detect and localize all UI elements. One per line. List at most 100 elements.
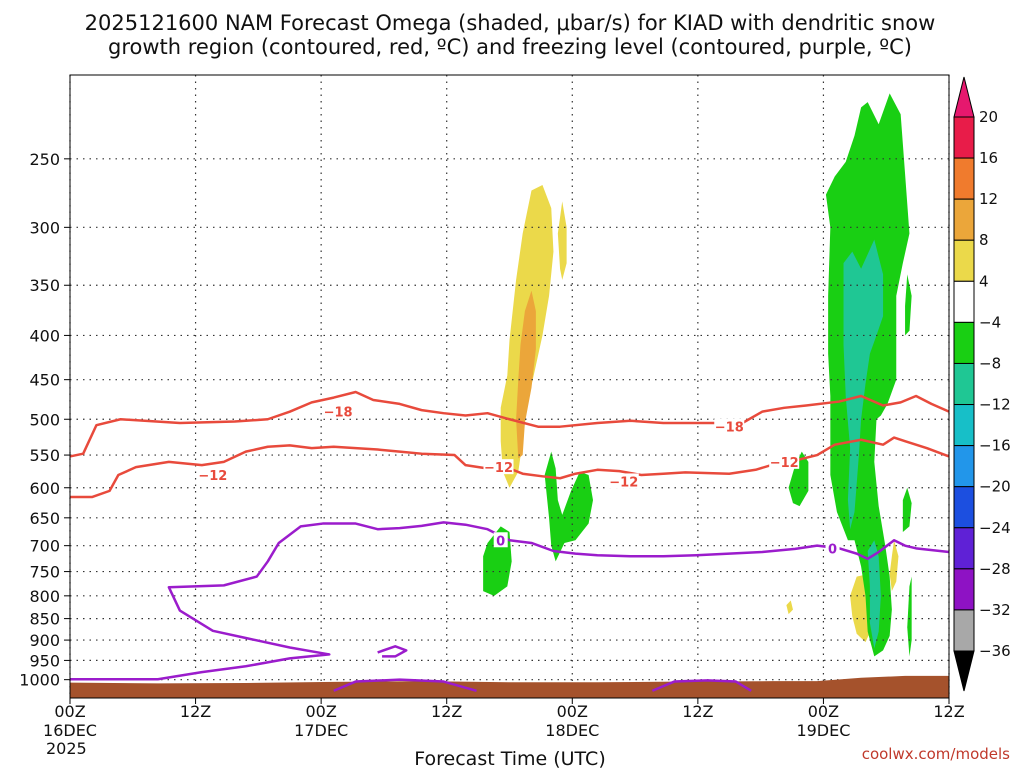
dgz-minus12-label-bg-0	[197, 467, 228, 483]
dgz-minus12-label-0: −12	[198, 469, 227, 484]
colorbar-swatch-11	[953, 568, 975, 611]
dgz-minus12	[70, 436, 950, 499]
y-tick-label-700: 700	[29, 537, 60, 556]
colorbar-swatch-3	[953, 239, 975, 282]
y-axis: 250 300 350 400 450 500 550 600 650 700 750 800 850 9…	[19, 150, 70, 690]
colorbar-swatch-5	[953, 321, 975, 364]
x-tick-year-0: 2025	[46, 739, 87, 758]
colorbar-swatch-6	[953, 362, 975, 406]
sinking-motion-teal-2	[867, 540, 881, 649]
chart-title-line-2: growth region (contoured, red, ºC) and f…	[108, 35, 912, 59]
y-tick-label-850: 850	[29, 610, 60, 629]
ground-surface	[70, 675, 949, 698]
x-axis-label: Forecast Time (UTC)	[414, 748, 605, 768]
dgz-minus18-label-bg-1	[714, 418, 745, 434]
colorbar-label-1: 16	[979, 149, 998, 167]
y-tick-label-550: 550	[29, 446, 60, 465]
x-tick-time-12: 12Z	[180, 702, 211, 721]
chart-title-line-1: 2025121600 NAM Forecast Omega (shaded, μ…	[85, 11, 936, 35]
x-tick-time-0: 00Z	[54, 702, 85, 721]
sinking-motion-green-2	[544, 451, 594, 562]
colorbar-swatch-10	[953, 527, 975, 570]
colorbar-swatch-4	[953, 280, 975, 323]
contour-layer: −18 −18 −12 −12 −12 −12 0 0	[69, 390, 950, 692]
dgz-minus18-label-1: −18	[715, 421, 744, 436]
plot-frame	[69, 74, 950, 699]
y-tick-label-300: 300	[29, 218, 60, 237]
rising-motion-yellow-5	[786, 600, 793, 615]
x-tick-date-72: 19DEC	[796, 721, 850, 740]
x-tick-time-72: 00Z	[808, 702, 839, 721]
dgz-minus18-label-bg-0	[323, 403, 354, 419]
watermark: coolwx.com/models	[862, 745, 1010, 763]
colorbar-top-arrow	[953, 76, 975, 118]
freezing-level-closed-2	[333, 678, 477, 692]
colorbar-swatch-1	[953, 157, 975, 200]
y-tick-label-500: 500	[29, 410, 60, 429]
colorbar-swatch-9	[953, 486, 975, 529]
freezing-level-0c-label-bg-0	[493, 532, 508, 548]
sinking-motion-teal	[843, 239, 884, 530]
x-tick-date-48: 18DEC	[545, 721, 599, 740]
dgz-minus12-label-3: −12	[770, 456, 799, 471]
x-tick-time-84: 12Z	[933, 702, 964, 721]
colorbar-label-3: 8	[979, 231, 989, 249]
rising-motion-yellow-2	[557, 201, 567, 280]
rising-motion-yellow-4	[889, 540, 899, 592]
dgz-minus12-label-bg-3	[769, 453, 800, 469]
dgz-minus18-label-0: −18	[324, 406, 353, 421]
colorbar-label-0: 20	[979, 108, 998, 126]
dgz-minus12-label-bg-1	[483, 459, 514, 475]
x-tick-date-0: 16DEC	[43, 721, 97, 740]
y-tick-label-600: 600	[29, 479, 60, 498]
colorbar-label-11: −28	[979, 560, 1011, 578]
y-tick-label-900: 900	[29, 631, 60, 650]
colorbar-label-8: −16	[979, 437, 1011, 455]
colorbar-label-4: 4	[979, 272, 989, 290]
sinking-motion-green-4	[825, 93, 910, 657]
x-tick-time-48: 00Z	[557, 702, 588, 721]
freezing-level-closed-3	[651, 679, 752, 692]
colorbar-label-7: −12	[979, 396, 1011, 414]
y-tick-label-1000: 1000	[19, 671, 60, 690]
freezing-level-0c-label-1: 0	[828, 542, 837, 557]
y-tick-label-400: 400	[29, 326, 60, 345]
colorbar-swatch-0	[953, 116, 975, 159]
colorbar-label-12: −32	[979, 601, 1011, 619]
y-tick-label-950: 950	[29, 651, 60, 670]
colorbar-swatch-12	[953, 609, 975, 652]
dgz-minus12-label-1: −12	[484, 461, 513, 476]
colorbar-label-6: −8	[979, 354, 1001, 372]
colorbar-swatch-2	[953, 198, 975, 241]
y-tick-label-350: 350	[29, 276, 60, 295]
dgz-minus12-label-bg-2	[608, 473, 639, 489]
colorbar-swatch-7	[953, 404, 975, 447]
y-tick-label-450: 450	[29, 371, 60, 390]
dgz-minus12-label-2: −12	[609, 475, 638, 490]
freezing-level-closed-1	[377, 645, 408, 658]
terrain-layer	[70, 675, 949, 698]
x-tick-time-60: 12Z	[682, 702, 713, 721]
colorbar-label-2: 12	[979, 190, 998, 208]
sinking-motion-green-6	[902, 487, 912, 533]
colorbar: 20 16 12 8 4 −4 −8 −12 −16 −20 −24 −28 −32 −36	[953, 76, 1011, 692]
y-tick-label-800: 800	[29, 587, 60, 606]
y-tick-label-250: 250	[29, 150, 60, 169]
dgz-minus18	[69, 390, 950, 458]
freezing-level-0c-label-bg-1	[825, 540, 840, 556]
omega-shading-layer	[483, 93, 912, 657]
x-tick-time-24: 00Z	[305, 702, 336, 721]
sinking-motion-green-7	[907, 576, 912, 657]
colorbar-label-9: −20	[979, 478, 1011, 496]
freezing-level-0c-label-0: 0	[496, 534, 505, 549]
y-tick-label-650: 650	[29, 509, 60, 528]
y-tick-label-750: 750	[29, 563, 60, 582]
colorbar-label-5: −4	[979, 313, 1001, 331]
colorbar-label-13: −36	[979, 642, 1011, 660]
x-tick-time-36: 12Z	[431, 702, 462, 721]
rising-motion-orange	[516, 290, 536, 459]
sinking-motion-green-5	[905, 274, 912, 336]
x-tick-date-24: 17DEC	[294, 721, 348, 740]
colorbar-label-10: −24	[979, 519, 1011, 537]
